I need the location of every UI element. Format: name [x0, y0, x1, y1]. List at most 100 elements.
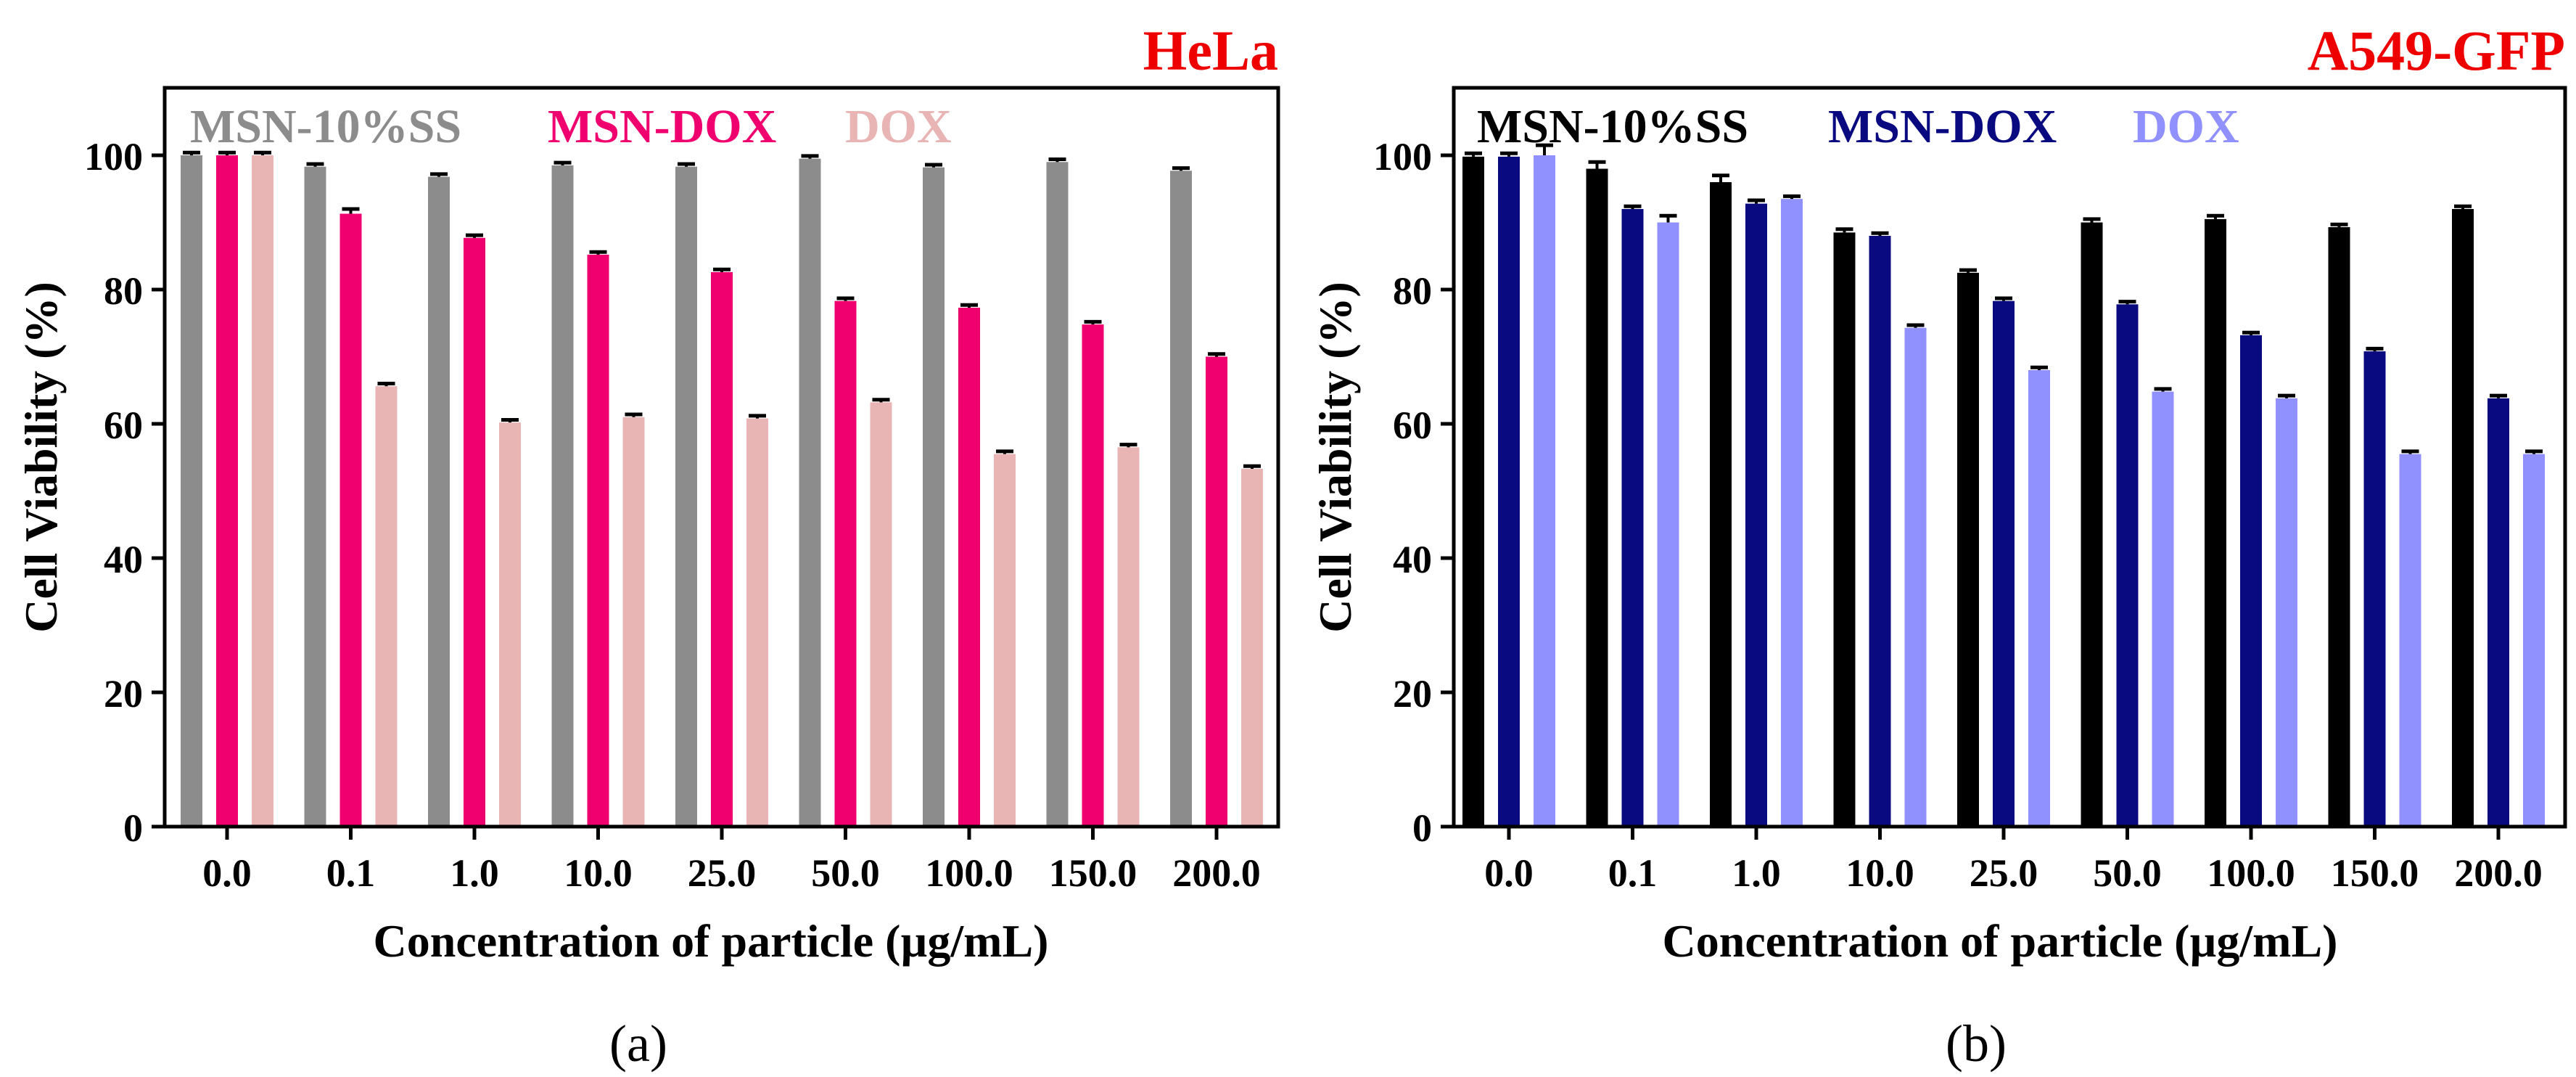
bar-a549-gfp-msn-dox-1	[1621, 209, 1644, 827]
y-tick-label-hela: 0	[123, 806, 143, 850]
bar-a549-gfp-msn-10-ss-5	[2081, 222, 2103, 827]
x-tick-label-a549-gfp: 100.0	[2207, 851, 2295, 895]
y-tick-label-hela: 20	[104, 672, 143, 716]
x-tick-label-a549-gfp: 200.0	[2454, 851, 2543, 895]
bar-hela-msn-dox-8	[1206, 356, 1227, 827]
bar-a549-gfp-dox-2	[1781, 199, 1803, 827]
x-axis-title-a549-gfp: Concentration of particle (µg/mL)	[1663, 915, 2338, 967]
bar-a549-gfp-msn-10-ss-8	[2452, 209, 2474, 827]
bar-hela-dox-2	[499, 422, 521, 827]
y-tick-label-a549-gfp: 20	[1393, 672, 1432, 716]
cell-line-title-a549-gfp: A549-GFP	[2308, 19, 2565, 82]
bar-a549-gfp-msn-10-ss-7	[2328, 226, 2350, 827]
bar-hela-msn-dox-2	[464, 237, 485, 827]
bar-a549-gfp-msn-dox-0	[1498, 156, 1520, 827]
plot-frame-a549-gfp	[1452, 86, 2567, 829]
y-tick-label-hela: 100	[84, 135, 143, 179]
x-tick-label-a549-gfp: 10.0	[1845, 851, 1914, 895]
bar-a549-gfp-msn-dox-7	[2363, 351, 2386, 827]
y-tick-label-hela: 80	[104, 269, 143, 313]
y-tick-label-hela: 60	[104, 404, 143, 447]
bar-hela-dox-8	[1241, 468, 1263, 827]
y-tick-label-a549-gfp: 80	[1393, 269, 1432, 313]
bar-hela-msn-10-ss-7	[1046, 162, 1069, 827]
y-axis-title-a549-gfp: Cell Viability (%)	[1309, 282, 1361, 633]
y-axis-title-hela: Cell Viability (%)	[15, 282, 67, 633]
bar-hela-msn-10-ss-3	[551, 165, 574, 827]
bar-a549-gfp-dox-4	[2028, 370, 2050, 827]
bar-hela-dox-7	[1117, 447, 1140, 827]
bar-hela-msn-10-ss-1	[304, 166, 326, 827]
gridless-plot-area-hela: 0 20 40 60 80 100 0.0 0.1 1.0 10.0 25.0 50.0 100.0 15…	[84, 100, 1263, 895]
bar-hela-msn-10-ss-5	[799, 158, 821, 827]
cell-line-title-hela: HeLa	[1143, 19, 1278, 82]
x-tick-label-a549-gfp: 25.0	[1970, 851, 2038, 895]
bar-a549-gfp-dox-1	[1657, 222, 1679, 827]
plot-frame-hela	[162, 86, 1280, 829]
bar-hela-msn-dox-6	[958, 307, 980, 827]
bar-a549-gfp-msn-10-ss-0	[1462, 156, 1484, 827]
bar-a549-gfp-dox-7	[2399, 454, 2421, 827]
x-tick-label-hela: 50.0	[811, 851, 880, 895]
x-tick-label-a549-gfp: 0.0	[1484, 851, 1534, 895]
bar-hela-dox-3	[622, 417, 645, 827]
bar-hela-dox-5	[870, 402, 892, 827]
y-tick-label-a549-gfp: 60	[1393, 404, 1432, 447]
x-tick-label-a549-gfp: 0.1	[1608, 851, 1658, 895]
bar-a549-gfp-msn-dox-6	[2240, 335, 2262, 827]
y-tick-label-a549-gfp: 40	[1393, 538, 1432, 581]
chart-hela: HeLa 0 20 40 60 80 100 0.0 0.1 1.0 10.0 25.0 50.0 10…	[15, 19, 1280, 1073]
legend-entry-a549-gfp-dox: DOX	[2133, 100, 2239, 153]
legend-entry-hela-msn-dox: MSN-DOX	[548, 100, 776, 153]
legend-entry-a549-gfp-msn-10-ss: MSN-10%SS	[1477, 100, 1748, 153]
bar-hela-msn-dox-5	[834, 300, 857, 827]
bar-hela-msn-dox-3	[587, 254, 609, 827]
bar-hela-msn-dox-1	[340, 213, 362, 827]
x-tick-label-a549-gfp: 1.0	[1732, 851, 1781, 895]
bar-a549-gfp-dox-5	[2152, 391, 2174, 827]
x-tick-label-hela: 200.0	[1172, 851, 1261, 895]
y-tick-label-a549-gfp: 0	[1412, 806, 1432, 850]
x-tick-label-hela: 10.0	[564, 851, 633, 895]
x-tick-label-hela: 0.1	[326, 851, 376, 895]
bar-hela-dox-0	[252, 155, 273, 827]
legend-entry-hela-msn-10-ss: MSN-10%SS	[190, 100, 461, 153]
bar-a549-gfp-dox-6	[2276, 398, 2297, 827]
bar-hela-msn-10-ss-4	[675, 166, 697, 827]
bar-a549-gfp-dox-8	[2523, 454, 2545, 827]
bar-a549-gfp-msn-10-ss-3	[1833, 232, 1856, 827]
bar-hela-msn-dox-7	[1082, 324, 1104, 827]
bar-a549-gfp-msn-dox-3	[1869, 236, 1891, 827]
legend-entry-hela-dox: DOX	[845, 100, 952, 153]
bar-a549-gfp-msn-dox-2	[1745, 203, 1767, 827]
bar-a549-gfp-msn-10-ss-1	[1586, 168, 1608, 827]
bar-a549-gfp-msn-dox-4	[1993, 300, 2015, 827]
panel-label-b: (b)	[1946, 1015, 2007, 1073]
bar-hela-dox-4	[746, 418, 768, 827]
bar-a549-gfp-msn-dox-8	[2487, 398, 2509, 827]
x-tick-label-hela: 0.0	[202, 851, 252, 895]
bar-hela-msn-10-ss-0	[181, 155, 202, 827]
gridless-plot-area-a549-gfp: 0 20 40 60 80 100 0.0 0.1 1.0 10.0 25.0 50.0 100.0 15…	[1373, 100, 2545, 895]
y-tick-label-a549-gfp: 100	[1373, 135, 1432, 179]
bar-hela-msn-10-ss-8	[1170, 171, 1192, 827]
bar-hela-msn-dox-4	[711, 271, 733, 827]
bar-hela-msn-10-ss-2	[428, 176, 450, 827]
y-tick-label-hela: 40	[104, 538, 143, 581]
bar-hela-msn-dox-0	[216, 155, 238, 827]
x-tick-label-hela: 25.0	[688, 851, 757, 895]
bar-a549-gfp-msn-10-ss-4	[1957, 272, 1979, 827]
chart-a549-gfp: A549-GFP 0 20 40 60 80 100 0.0 0.1 1.0 10.0 25.0 50…	[1309, 19, 2567, 1073]
x-tick-label-hela: 100.0	[925, 851, 1013, 895]
x-tick-label-a549-gfp: 50.0	[2093, 851, 2162, 895]
x-tick-label-a549-gfp: 150.0	[2331, 851, 2419, 895]
bar-a549-gfp-msn-10-ss-2	[1710, 182, 1732, 827]
bar-hela-dox-1	[375, 386, 398, 827]
panel-label-a: (a)	[609, 1015, 667, 1073]
bar-a549-gfp-dox-3	[1904, 327, 1927, 827]
bar-hela-dox-6	[994, 454, 1016, 827]
x-tick-label-hela: 1.0	[450, 851, 499, 895]
x-tick-label-hela: 150.0	[1049, 851, 1137, 895]
bar-a549-gfp-msn-10-ss-6	[2205, 218, 2226, 827]
